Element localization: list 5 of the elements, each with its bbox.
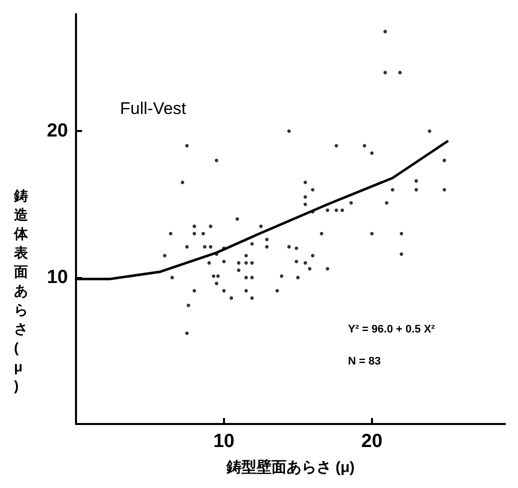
annotation: Y² = 96.0 + 0.5 X²: [348, 324, 436, 336]
annotation: N = 83: [348, 356, 381, 368]
x-axis-title: 鋳型壁面あらさ (μ): [225, 458, 355, 476]
annotation: Full-Vest: [120, 99, 186, 118]
text: 鋳造体表面あらさ(μ): [14, 188, 28, 394]
